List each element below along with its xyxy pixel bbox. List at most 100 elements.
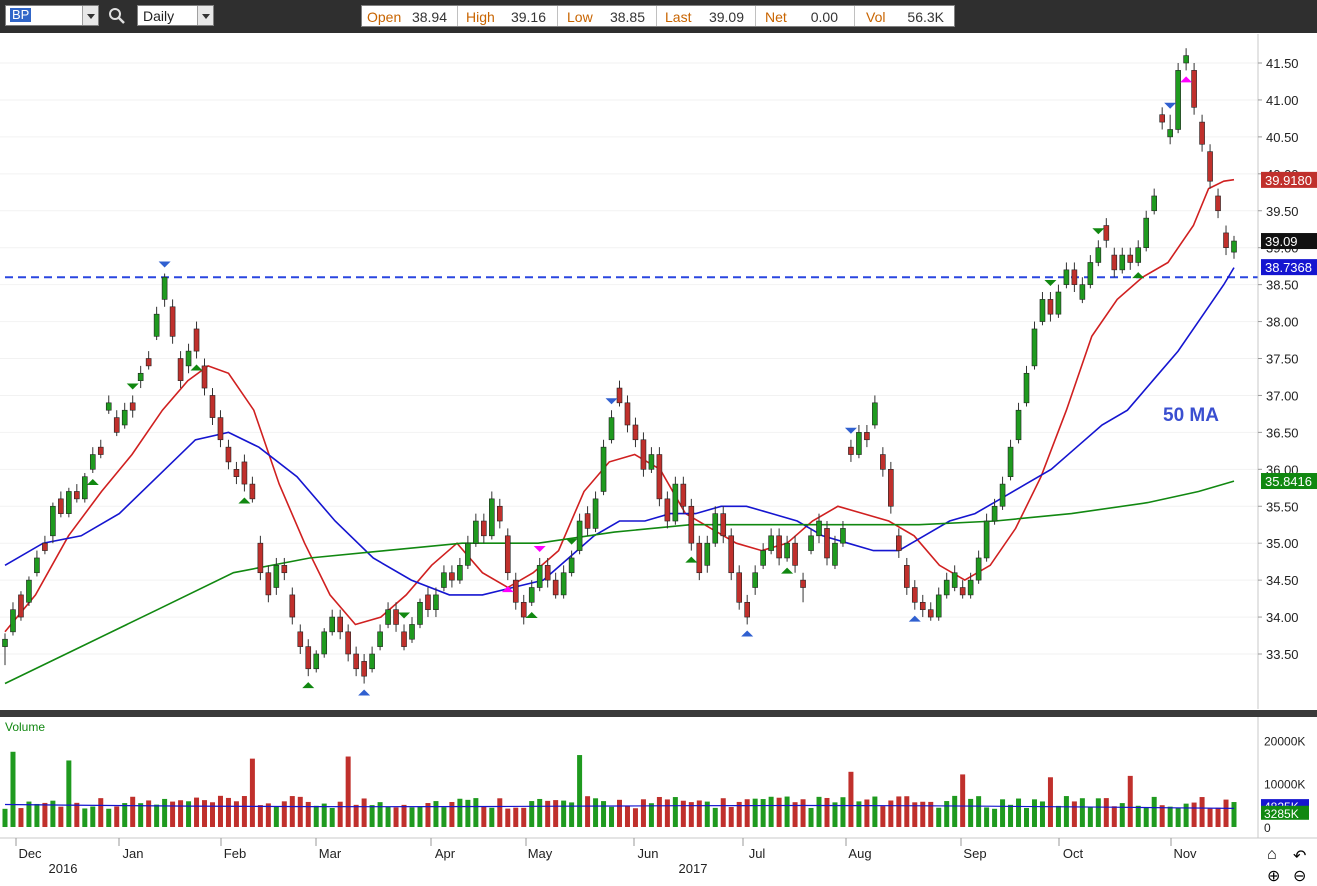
volume-bar [952,795,958,827]
volume-bar [936,807,942,827]
volume-bar [712,807,718,827]
candle-body [600,446,607,492]
month-label: Oct [1063,846,1084,861]
volume-bar [465,799,471,827]
pivot-marker [190,364,203,371]
candle-body [1191,70,1197,108]
candle-body [153,313,160,337]
price-label-text: 39.09 [1265,234,1298,249]
symbol-dropdown-icon[interactable] [82,6,98,25]
volume-bar [186,801,192,827]
candle-body [911,587,918,603]
candle-body [1119,254,1126,271]
zoom-out-icon[interactable]: ⊖ [1293,868,1307,885]
price-tick-label: 38.00 [1266,315,1299,330]
candle-body [137,372,144,381]
month-label: May [528,846,553,861]
volume-bar [58,806,64,827]
price-tick-label: 35.00 [1266,536,1299,551]
candle-body [74,491,80,500]
candle-body [608,417,615,441]
volume-bar [521,807,527,827]
candle-body [321,631,328,655]
candle-body [752,572,758,588]
volume-bar [752,798,758,827]
panel-splitter[interactable] [0,710,1317,717]
candle-body [145,358,152,367]
volume-bar [856,801,862,827]
candle-body [568,557,575,574]
candle-body [1031,328,1038,367]
volume-bar [489,807,495,827]
zoom-in-icon[interactable]: ⊕ [1267,868,1281,885]
candle-body [951,572,958,588]
candle-body [2,638,8,647]
volume-bar [369,805,375,827]
volume-bar [225,797,231,827]
volume-bar [457,798,463,827]
home-icon[interactable]: ⌂ [1267,846,1277,863]
last-value: 39.09 [708,9,744,25]
pivot-marker [741,630,754,637]
volume-bar [1079,798,1085,827]
symbol-input[interactable]: BP [5,5,99,26]
candle-body [712,513,719,544]
volume-bar [297,796,303,827]
candle-body [1071,269,1078,285]
interval-select[interactable]: Daily [137,5,214,26]
volume-bar [1063,796,1069,827]
pivot-marker [781,567,794,574]
undo-icon[interactable]: ↶ [1293,848,1307,865]
price-label-text: 38.7368 [1265,260,1312,275]
candle-body [1103,225,1110,241]
candle-body [225,446,232,463]
candle-body [1127,254,1134,263]
candle-body [10,609,16,633]
candle-body [1151,195,1157,212]
candle-body [792,542,798,566]
volume-bar [18,808,24,827]
volume-bar [50,800,56,827]
volume-bar [912,802,918,827]
candle-body [241,461,248,485]
candle-body [377,631,383,647]
candle-body [401,631,407,647]
pivot-marker [501,586,514,593]
volume-bar [744,799,750,827]
candle-body [536,565,543,588]
candle-body [433,594,439,610]
candle-body [1231,240,1237,253]
volume-bar [194,797,200,827]
candle-body [465,542,471,566]
candle-body [935,594,942,618]
volume-bar [569,802,575,827]
volume-bar [42,802,48,827]
candle-body [800,579,806,588]
candle-body [26,579,32,603]
volume-bar [648,803,654,827]
candle-body [704,542,711,566]
search-icon[interactable] [108,7,126,25]
volume-bar [353,804,359,827]
candle-body [385,609,391,625]
volume-bar [1103,798,1109,827]
volume-bar [26,801,32,827]
volume-bar [425,803,431,827]
volume-bar [241,796,247,827]
volume-bar [704,801,710,827]
candle-body [576,520,583,551]
volume-bar [904,796,910,827]
volume-bar [473,798,479,827]
candle-body [1199,121,1205,145]
month-label: Jan [123,846,144,861]
volume-bar [385,806,391,827]
volume-bar [1167,806,1173,827]
interval-dropdown-icon[interactable] [197,6,213,25]
volume-bar [728,806,734,827]
candle-body [1135,247,1142,263]
candle-body [82,476,88,500]
ma-line-200-ma [4,480,1235,685]
quote-divider [854,6,855,26]
candle-body [18,594,24,618]
